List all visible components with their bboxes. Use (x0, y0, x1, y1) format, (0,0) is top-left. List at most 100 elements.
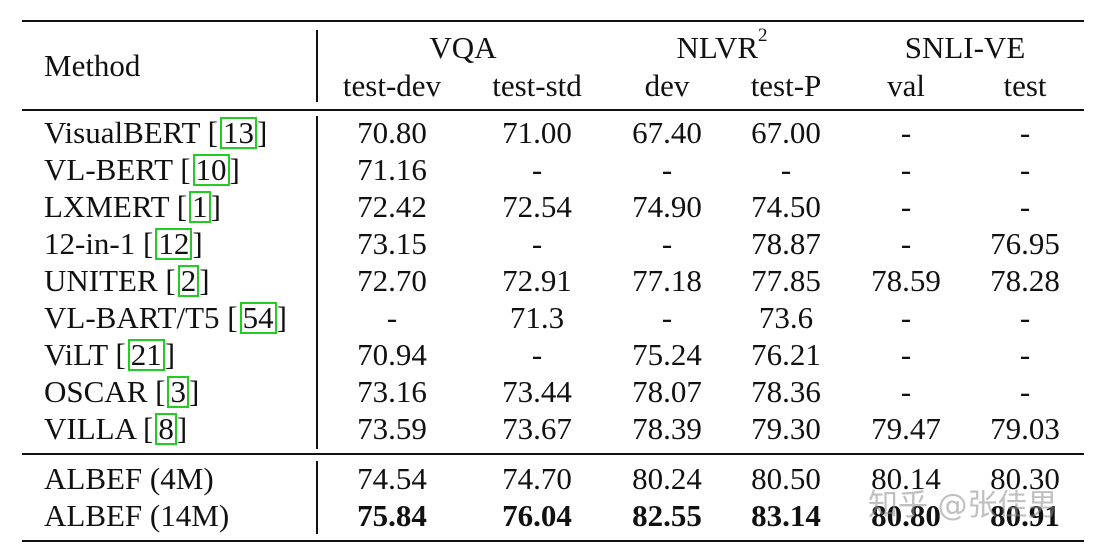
albef-rule (22, 453, 1084, 455)
table-cell: 70.80 (357, 115, 427, 150)
albef-method: ALBEF (14M) (44, 498, 230, 533)
table-cell: 74.50 (751, 189, 821, 224)
method-name: UNITER (44, 263, 158, 298)
table-cell: - (1019, 115, 1031, 150)
table-cell: - (900, 115, 912, 150)
group-header-nlvr: NLVR2 (676, 26, 767, 65)
table-cell: - (1019, 300, 1031, 335)
table-cell: 80.24 (632, 461, 702, 496)
citation-link[interactable]: 21 (127, 339, 165, 371)
table-cell: 78.07 (632, 374, 702, 409)
table-cell: 80.80 (871, 498, 941, 533)
table-cell: - (780, 152, 792, 187)
table-cell: - (1019, 152, 1031, 187)
subheader-2: dev (644, 68, 690, 103)
row-method: VL-BART/T5 [54] (44, 300, 287, 335)
table-cell: 80.30 (990, 461, 1060, 496)
table-cell: 78.39 (632, 411, 702, 446)
citation-link[interactable]: 13 (219, 117, 257, 149)
citation-link[interactable]: 12 (155, 228, 193, 260)
table-cell: 75.24 (632, 337, 702, 372)
method-name: VILLA (44, 411, 136, 446)
subheader-4: val (887, 68, 925, 103)
bottom-rule (22, 540, 1084, 542)
row-method: LXMERT [1] (44, 189, 221, 224)
row-method: VILLA [8] (44, 411, 188, 446)
table-cell: 74.90 (632, 189, 702, 224)
group-label: NLVR (676, 30, 759, 65)
table-cell: - (661, 152, 673, 187)
group-superscript: 2 (758, 25, 768, 46)
citation-link[interactable]: 54 (239, 302, 277, 334)
citation-link[interactable]: 10 (192, 154, 230, 186)
body-vertical-rule (316, 116, 318, 449)
subheader-0: test-dev (342, 68, 442, 103)
table-cell: 73.15 (357, 226, 427, 261)
table-cell: 71.3 (509, 300, 565, 335)
table-cell: - (900, 152, 912, 187)
table-cell: 83.14 (751, 498, 821, 533)
table-cell: 80.91 (990, 498, 1060, 533)
table-cell: 79.03 (990, 411, 1060, 446)
table-cell: - (1019, 337, 1031, 372)
table-cell: 72.70 (357, 263, 427, 298)
group-label: VQA (429, 30, 497, 65)
table-cell: 72.42 (357, 189, 427, 224)
group-label: SNLI-VE (904, 30, 1026, 65)
row-method: UNITER [2] (44, 263, 210, 298)
top-rule (22, 20, 1084, 22)
citation-link[interactable]: 2 (177, 265, 200, 297)
table-cell: 73.16 (357, 374, 427, 409)
table-cell: - (531, 337, 543, 372)
citation-link[interactable]: 1 (189, 191, 211, 223)
header-vertical-rule (316, 30, 318, 102)
table-cell: - (531, 226, 543, 261)
method-header: Method (44, 48, 141, 83)
row-method: VL-BERT [10] (44, 152, 240, 187)
table-cell: 79.47 (871, 411, 941, 446)
row-method: OSCAR [3] (44, 374, 200, 409)
table-cell: 74.70 (502, 461, 572, 496)
table-cell: 76.21 (751, 337, 821, 372)
watermark: 知乎 @张佳男 (868, 488, 1058, 523)
albef-method: ALBEF (4M) (44, 461, 214, 496)
table-cell: - (1019, 374, 1031, 409)
table-cell: 78.87 (751, 226, 821, 261)
table-cell: 80.50 (751, 461, 821, 496)
table-cell: 75.84 (357, 498, 427, 533)
table-cell: - (661, 226, 673, 261)
table-cell: - (900, 300, 912, 335)
method-name: 12-in-1 (44, 226, 136, 261)
table-cell: 70.94 (357, 337, 427, 372)
method-name: OSCAR (44, 374, 148, 409)
table-cell: - (531, 152, 543, 187)
table-cell: 72.54 (502, 189, 572, 224)
method-name: LXMERT (44, 189, 170, 224)
table-cell: 74.54 (357, 461, 427, 496)
table-cell: - (1019, 189, 1031, 224)
subheader-1: test-std (492, 68, 582, 103)
table-cell: 82.55 (632, 498, 702, 533)
group-header-vqa: VQA (429, 32, 496, 63)
group-header-snli-ve: SNLI-VE (905, 32, 1026, 63)
table-cell: 67.00 (751, 115, 821, 150)
citation-link[interactable]: 3 (167, 376, 189, 408)
citation-link[interactable]: 8 (155, 413, 177, 445)
row-method: ViLT [21] (44, 337, 176, 372)
table-cell: - (900, 337, 912, 372)
table-cell: 73.59 (357, 411, 427, 446)
table-cell: - (661, 300, 673, 335)
albef-vertical-rule (316, 461, 318, 534)
table-cell: 71.00 (502, 115, 572, 150)
table-cell: 73.67 (502, 411, 572, 446)
subheader-5: test (1003, 68, 1047, 103)
table-cell: - (386, 300, 398, 335)
table-cell: 77.85 (751, 263, 821, 298)
table-cell: 71.16 (357, 152, 427, 187)
table-cell: 79.30 (751, 411, 821, 446)
header-rule (22, 109, 1084, 111)
table-cell: 78.59 (871, 263, 941, 298)
method-name: VisualBERT (44, 115, 200, 150)
method-name: VL-BART/T5 (44, 300, 220, 335)
table-cell: 67.40 (632, 115, 702, 150)
